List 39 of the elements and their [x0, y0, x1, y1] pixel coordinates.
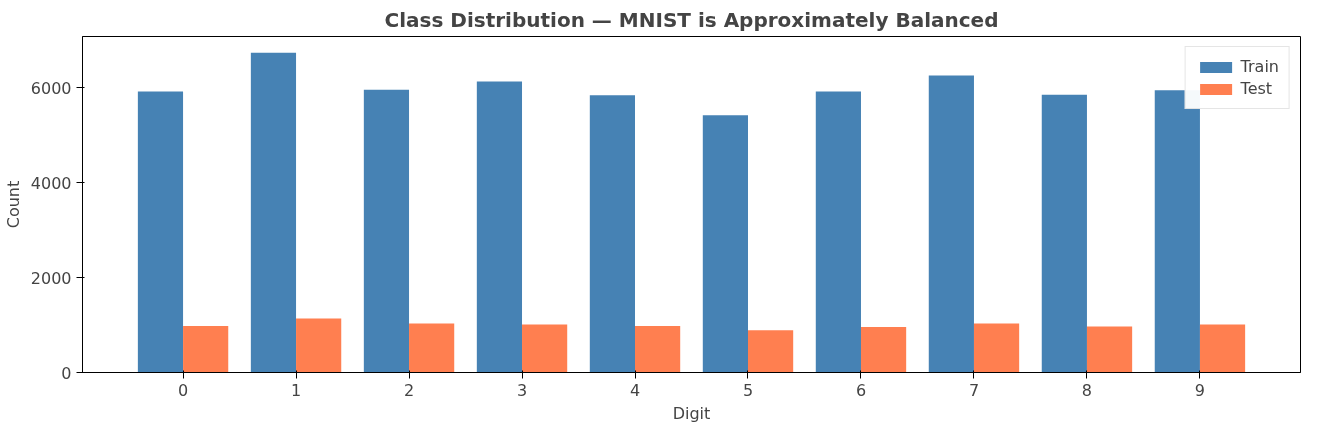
- x-tick-label: 3: [516, 380, 528, 400]
- bar: [1154, 90, 1200, 373]
- bar: [815, 91, 861, 373]
- x-tick-label: 9: [1194, 380, 1206, 400]
- y-axis-title: Count: [3, 180, 23, 229]
- y-tick-label: 2000: [30, 268, 72, 288]
- legend-label: Test: [1240, 79, 1273, 98]
- chart-title: Class Distribution — MNIST is Approximately Balanced: [384, 7, 999, 32]
- y-tick-label: 0: [61, 363, 72, 383]
- bar: [1199, 324, 1246, 373]
- x-tick-label: 7: [968, 380, 980, 400]
- y-tick-label: 6000: [30, 78, 72, 98]
- x-tick-label: 5: [742, 380, 754, 400]
- bar: [522, 324, 568, 373]
- x-tick-label: 6: [855, 380, 867, 400]
- x-tick-label: 1: [290, 380, 302, 400]
- x-tick-label: 8: [1081, 380, 1093, 400]
- bar: [635, 325, 681, 373]
- x-tick-label: 0: [177, 380, 189, 400]
- bar: [702, 115, 748, 373]
- bar: [250, 52, 297, 373]
- y-tick-label: 4000: [30, 173, 72, 193]
- bar: [183, 325, 229, 373]
- bar: [1086, 326, 1133, 373]
- bar: [363, 89, 410, 373]
- legend-label: Train: [1240, 57, 1279, 76]
- x-axis-title: Digit: [672, 403, 711, 423]
- x-tick-label: 4: [629, 380, 641, 400]
- bar: [860, 326, 907, 373]
- x-tick-label: 2: [403, 380, 415, 400]
- bar: [137, 91, 184, 373]
- bar: [589, 95, 636, 373]
- bar: [409, 323, 455, 373]
- bar: [928, 75, 974, 373]
- bar: [1041, 94, 1087, 373]
- bar: [973, 323, 1020, 373]
- bar: [296, 318, 342, 373]
- bar: [747, 330, 794, 373]
- bar: [476, 81, 523, 373]
